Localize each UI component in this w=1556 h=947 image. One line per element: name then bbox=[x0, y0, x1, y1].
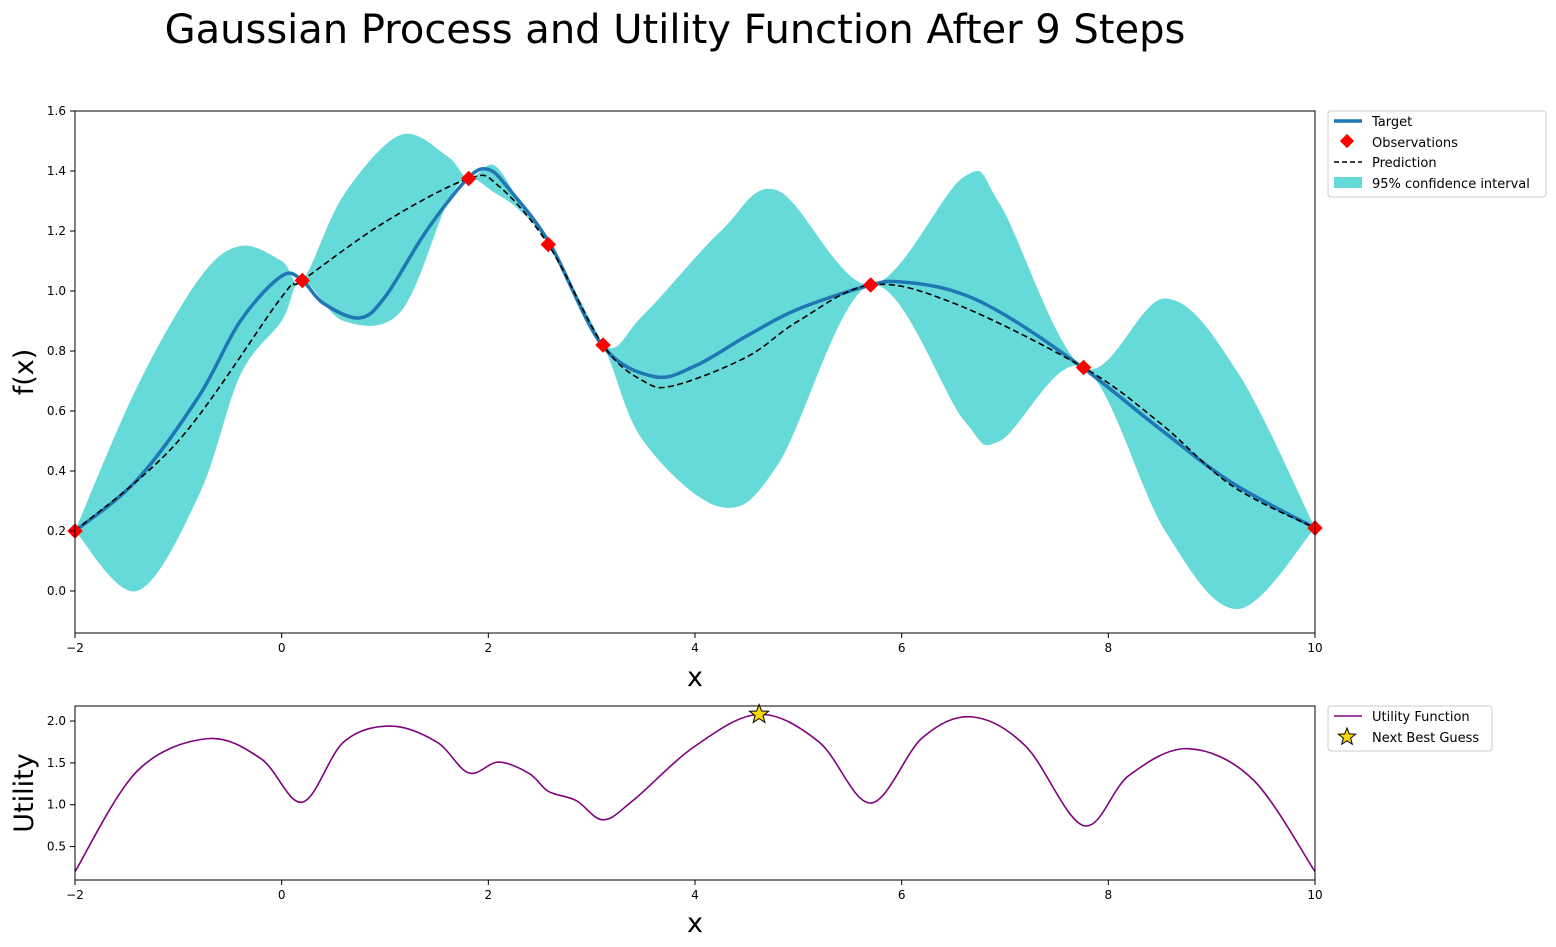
utility-legend-frame bbox=[1327, 705, 1493, 752]
utility-x-ticks: −2 0 2 4 6 8 10 bbox=[66, 880, 1323, 902]
gp-legend-frame bbox=[1327, 110, 1547, 198]
observation-point bbox=[540, 236, 557, 253]
gp-x-ticks: −2 0 2 4 6 8 10 bbox=[66, 633, 1323, 655]
gp-y-ticks: 0.0 0.2 0.4 0.6 0.8 1.0 1.2 1.4 1.6 bbox=[47, 104, 75, 598]
gp-legend: Target Observations Prediction 95% confi… bbox=[1327, 110, 1547, 198]
y-tick-label: 1.6 bbox=[47, 104, 66, 118]
x-tick-label: 0 bbox=[278, 888, 286, 902]
x-tick-label: 10 bbox=[1307, 888, 1322, 902]
x-tick-label: 4 bbox=[691, 888, 699, 902]
y-tick-label: 0.5 bbox=[47, 840, 66, 854]
next-best-guess-star bbox=[748, 702, 770, 724]
observation-point bbox=[460, 170, 477, 187]
y-tick-label: 1.5 bbox=[47, 756, 66, 770]
x-tick-label: 8 bbox=[1105, 888, 1113, 902]
next-guess-markers bbox=[748, 702, 770, 724]
legend-label-prediction: Prediction bbox=[1372, 156, 1437, 171]
x-tick-label: −2 bbox=[66, 641, 84, 655]
y-tick-label: 0.2 bbox=[47, 524, 66, 538]
gp-panel: −2 0 2 4 6 8 10 0.00.20.40.60.81.01.21.41.6 x … bbox=[9, 104, 1323, 693]
y-tick-label: 1.4 bbox=[47, 164, 66, 178]
utility-legend: Utility Function Next Best Guess bbox=[1327, 705, 1493, 752]
legend-swatch-next-guess bbox=[1337, 726, 1357, 746]
x-tick-label: 2 bbox=[485, 641, 493, 655]
utility-lines bbox=[75, 713, 1315, 873]
x-tick-label: 6 bbox=[898, 888, 906, 902]
confidence-interval-band bbox=[75, 133, 1315, 610]
x-tick-label: 2 bbox=[485, 888, 493, 902]
y-tick-label: 0.8 bbox=[47, 344, 66, 358]
legend-label-observations: Observations bbox=[1372, 136, 1458, 151]
legend-label-next-guess: Next Best Guess bbox=[1372, 731, 1479, 746]
legend-label-utility: Utility Function bbox=[1372, 710, 1470, 725]
gp-x-axis-label: x bbox=[687, 662, 703, 693]
x-tick-label: 10 bbox=[1307, 641, 1322, 655]
y-tick-label: 2.0 bbox=[47, 714, 66, 728]
x-tick-label: 6 bbox=[898, 641, 906, 655]
x-tick-label: −2 bbox=[66, 888, 84, 902]
y-tick-label: 1.0 bbox=[47, 284, 66, 298]
utility-y-axis-label: Utility bbox=[9, 753, 40, 832]
y-tick-label: 1.0 bbox=[47, 798, 66, 812]
utility-plot-frame bbox=[74, 705, 1316, 881]
legend-swatch-confidence bbox=[1334, 177, 1362, 188]
utility-line bbox=[75, 713, 1315, 873]
gp-y-axis-label: f(x) bbox=[9, 349, 40, 396]
legend-swatch-observations bbox=[1339, 133, 1355, 149]
target-line bbox=[75, 166, 1315, 533]
x-tick-label: 8 bbox=[1105, 641, 1113, 655]
y-tick-label: 0.0 bbox=[47, 584, 66, 598]
observation-point bbox=[1075, 359, 1092, 376]
y-tick-label: 0.6 bbox=[47, 404, 66, 418]
observation-point bbox=[862, 277, 879, 293]
utility-y-ticks: 0.5 1.0 1.5 2.0 bbox=[47, 714, 75, 854]
legend-label-target: Target bbox=[1371, 115, 1412, 130]
legend-label-confidence: 95% confidence interval bbox=[1372, 177, 1530, 192]
x-tick-label: 0 bbox=[278, 641, 286, 655]
utility-panel: −2 0 2 4 6 8 10 0.5 1.0 1.5 2.0 x Utility bbox=[9, 702, 1323, 939]
figure-title: Gaussian Process and Utility Function Af… bbox=[165, 7, 1186, 53]
x-tick-label: 4 bbox=[691, 641, 699, 655]
utility-x-axis-label: x bbox=[687, 908, 703, 939]
confidence-band bbox=[75, 133, 1315, 610]
y-tick-label: 0.4 bbox=[47, 464, 66, 478]
y-tick-label: 1.2 bbox=[47, 224, 66, 238]
